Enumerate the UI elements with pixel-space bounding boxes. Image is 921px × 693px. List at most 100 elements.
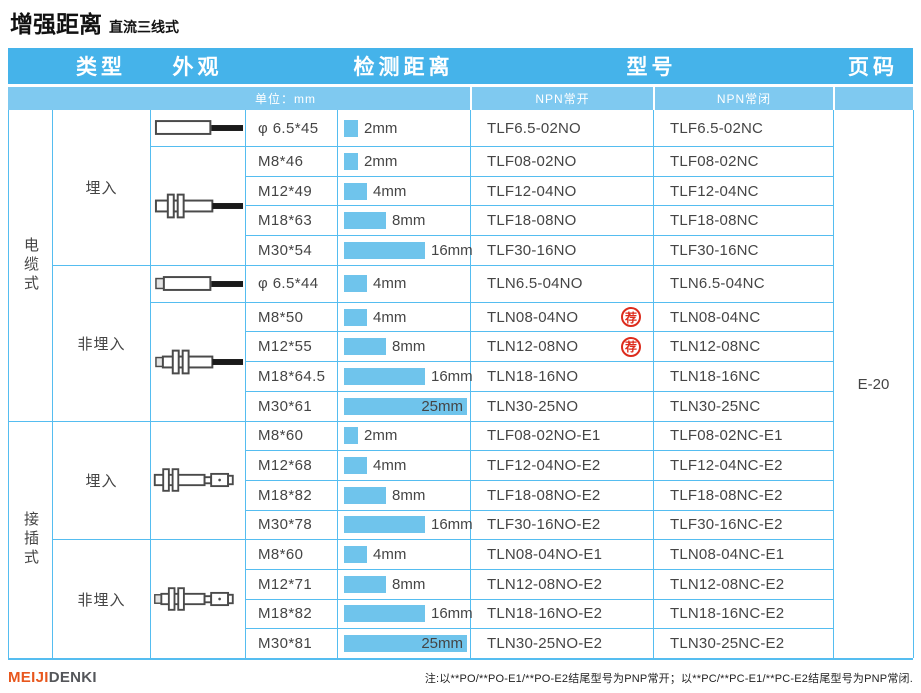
mount-label: 埋入	[53, 420, 151, 540]
model-npn-nc-cell: TLF08-02NC-E1	[654, 420, 834, 451]
model-npn-no-cell: TLF18-08NO	[471, 205, 654, 236]
detection-distance-cell: 8mm	[338, 479, 471, 510]
model-npn-no-cell: TLF08-02NO	[471, 146, 654, 176]
detection-distance-cell: 4mm	[338, 175, 471, 206]
distance-label: 8mm	[392, 486, 426, 504]
sensor-threaded-connector-icon	[151, 420, 246, 540]
distance-bar	[344, 367, 425, 385]
sensor-threaded-cable-icon	[151, 146, 246, 265]
size-cell: M30*54	[246, 235, 338, 265]
detection-distance-cell: 25mm	[338, 390, 471, 421]
distance-label: 16mm	[431, 367, 473, 385]
col-header-distance: 检测距离	[353, 56, 454, 79]
model-no-text: TLF08-02NO-E1	[487, 427, 601, 445]
detection-distance-cell: 2mm	[338, 420, 471, 451]
model-npn-nc-cell: TLF18-08NC	[654, 205, 834, 236]
col-header-appearance: 外观	[172, 56, 223, 79]
distance-label: 25mm	[421, 635, 463, 653]
detection-distance-cell: 4mm	[338, 450, 471, 480]
size-cell: M8*46	[246, 146, 338, 176]
model-npn-nc-cell: TLF08-02NC	[654, 146, 834, 176]
distance-bar	[344, 457, 367, 475]
distance-label: 8mm	[392, 338, 426, 356]
col-header-model: 型号	[626, 56, 677, 79]
sensor-smooth-cable-icon	[151, 110, 246, 146]
size-cell: φ 6.5*44	[246, 264, 338, 302]
distance-label: 16mm	[431, 241, 473, 259]
model-npn-no-cell: TLF08-02NO-E1	[471, 420, 654, 451]
model-npn-nc-cell: TLF12-04NC	[654, 175, 834, 206]
model-npn-no-cell: TLN08-04NO-E1	[471, 539, 654, 569]
model-npn-no-cell: TLN30-25NO-E2	[471, 628, 654, 658]
detection-distance-cell: 8mm	[338, 568, 471, 599]
model-npn-no-cell: TLN18-16NO-E2	[471, 598, 654, 629]
model-no-text: TLN18-16NO-E2	[487, 605, 603, 623]
distance-bar	[344, 152, 358, 170]
mount-label: 非埋入	[53, 264, 151, 421]
model-no-text: TLF30-16NO-E2	[487, 516, 601, 534]
unit-label: 单位：mm	[255, 92, 316, 106]
model-no-text: TLN30-25NO	[487, 397, 579, 415]
size-cell: M12*71	[246, 568, 338, 599]
model-npn-nc-cell: TLF6.5-02NC	[654, 110, 834, 146]
size-cell: M8*60	[246, 420, 338, 451]
model-npn-no-cell: TLF30-16NO	[471, 235, 654, 265]
col-header-type: 类型	[76, 56, 126, 79]
distance-label: 8mm	[392, 575, 426, 593]
size-cell: M12*49	[246, 175, 338, 206]
distance-bar	[344, 427, 358, 445]
type-label: 接插式	[9, 420, 53, 658]
model-npn-no-cell: TLN12-08NO 荐	[471, 331, 654, 362]
model-npn-no-cell: TLF6.5-02NO	[471, 110, 654, 146]
subheader-npn-no: NPN常开	[470, 87, 653, 110]
recommended-badge: 荐	[621, 307, 641, 328]
distance-bar	[344, 119, 358, 137]
distance-label: 16mm	[431, 605, 473, 623]
size-cell: M8*60	[246, 539, 338, 569]
sensor-threaded-cable-tip-icon	[151, 301, 246, 421]
title-row: 增强距离 直流三线式	[0, 0, 921, 48]
distance-bar: 25mm	[344, 635, 467, 653]
page-subtitle: 直流三线式	[109, 19, 179, 35]
distance-bar	[344, 516, 425, 534]
model-npn-nc-cell: TLN18-16NC	[654, 361, 834, 391]
size-cell: φ 6.5*45	[246, 110, 338, 146]
model-npn-no-cell: TLN08-04NO 荐	[471, 301, 654, 332]
distance-label: 4mm	[373, 308, 407, 326]
model-npn-no-cell: TLF18-08NO-E2	[471, 479, 654, 510]
distance-bar	[344, 241, 425, 259]
footnote: 注:以**PO/**PO-E1/**PO-E2结尾型号为PNP常开；以**PC/…	[424, 672, 913, 685]
model-no-text: TLF12-04NO	[487, 182, 577, 200]
mount-label: 埋入	[53, 110, 151, 265]
distance-bar	[344, 308, 367, 326]
brand-logo: MEIJIDENKI	[8, 669, 97, 686]
distance-label: 4mm	[373, 457, 407, 475]
size-cell: M30*81	[246, 628, 338, 658]
recommended-badge: 荐	[621, 336, 641, 357]
table-body: 电缆式 埋入 φ 6.5*45 2mm TLF6.5-02NO TLF6.5-02NC M8…	[8, 110, 914, 660]
logo-denki: DENKI	[48, 669, 97, 686]
distance-label: 25mm	[421, 397, 463, 415]
size-cell: M18*63	[246, 205, 338, 236]
table-subheader: 单位：mm NPN常开 NPN常闭	[8, 87, 913, 110]
detection-distance-cell: 8mm	[338, 331, 471, 362]
distance-bar	[344, 486, 386, 504]
distance-bar	[344, 575, 386, 593]
model-no-text: TLN18-16NO	[487, 367, 579, 385]
model-no-text: TLN30-25NO-E2	[487, 635, 603, 653]
subheader-npn-nc: NPN常闭	[653, 87, 833, 110]
model-no-text: TLN08-04NO-E1	[487, 546, 603, 564]
size-cell: M18*82	[246, 479, 338, 510]
subheader-spacer	[833, 87, 913, 110]
model-npn-nc-cell: TLN18-16NC-E2	[654, 598, 834, 629]
model-no-text: TLN12-08NO-E2	[487, 575, 603, 593]
sensor-threaded-connector-tip-icon	[151, 539, 246, 658]
model-no-text: TLF18-08NO	[487, 212, 577, 230]
model-no-text: TLN08-04NO	[487, 308, 579, 326]
mount-label: 非埋入	[53, 539, 151, 658]
model-no-text: TLN6.5-04NO	[487, 275, 583, 293]
distance-label: 2mm	[364, 119, 398, 137]
detection-distance-cell: 4mm	[338, 264, 471, 302]
model-npn-nc-cell: TLF30-16NC-E2	[654, 509, 834, 540]
distance-label: 8mm	[392, 212, 426, 230]
